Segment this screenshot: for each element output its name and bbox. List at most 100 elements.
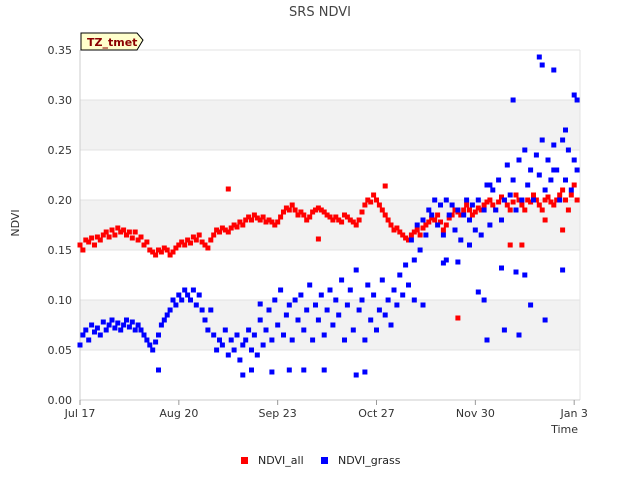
data-point (382, 312, 388, 318)
data-point (533, 152, 539, 158)
legend-marker-ndvi-grass (321, 457, 328, 464)
data-point (528, 302, 534, 308)
data-point (173, 245, 179, 251)
data-point (359, 209, 365, 215)
data-point (504, 202, 510, 208)
data-point (237, 219, 243, 225)
x-tick-label: Jul 17 (64, 407, 96, 420)
data-point (295, 212, 301, 218)
data-point (170, 249, 176, 255)
y-axis: 0.00 0.05 0.10 0.15 0.20 0.25 0.30 0.35 (48, 44, 73, 407)
data-point (321, 209, 327, 215)
data-point (525, 182, 531, 188)
data-point (92, 329, 97, 335)
data-point (435, 222, 441, 228)
data-point (196, 292, 202, 298)
data-point (519, 242, 525, 248)
y-tick-label: 0.35 (48, 44, 73, 57)
data-point (150, 249, 156, 255)
data-point (286, 207, 292, 213)
data-point (539, 207, 545, 213)
data-point (251, 212, 257, 218)
data-point (129, 319, 135, 325)
data-point (443, 222, 449, 228)
data-point (391, 227, 397, 233)
data-point (499, 217, 504, 223)
data-point (400, 232, 406, 238)
data-point (339, 219, 345, 225)
data-point (249, 367, 254, 373)
data-point (86, 337, 92, 343)
data-point (94, 325, 100, 331)
data-point (365, 282, 371, 288)
data-point (359, 297, 365, 303)
data-point (301, 327, 307, 333)
data-point (455, 315, 461, 321)
data-point (571, 157, 577, 163)
data-point (304, 217, 310, 223)
data-point (350, 327, 356, 333)
data-point (525, 197, 531, 203)
data-point (214, 227, 220, 233)
data-point (121, 227, 127, 233)
data-point (208, 237, 214, 243)
data-point (83, 327, 89, 333)
data-point (307, 214, 313, 220)
data-point (356, 307, 362, 313)
data-point (501, 327, 507, 333)
data-point (344, 214, 350, 220)
data-point (219, 225, 225, 231)
data-point (545, 157, 551, 163)
data-point (164, 247, 170, 253)
data-point (429, 212, 435, 218)
data-point (324, 307, 330, 313)
legend: NDVI_all NDVI_grass (241, 454, 401, 467)
data-point (353, 267, 359, 273)
data-point (234, 224, 240, 230)
data-point (254, 352, 260, 358)
data-point (158, 249, 164, 255)
data-point (469, 212, 475, 218)
data-point (400, 292, 406, 298)
data-point (231, 347, 237, 353)
data-point (199, 307, 205, 313)
data-point (493, 207, 499, 213)
data-point (394, 225, 400, 231)
data-point (205, 245, 211, 251)
data-point (240, 372, 246, 378)
data-point (121, 322, 127, 328)
data-point (545, 194, 551, 200)
data-point (190, 234, 196, 240)
y-tick-label: 0.05 (48, 344, 73, 357)
data-point (318, 292, 324, 298)
data-point (188, 240, 193, 246)
data-point (315, 205, 321, 211)
data-point (144, 239, 150, 245)
data-point (487, 222, 493, 228)
data-point (560, 187, 566, 193)
data-point (467, 217, 472, 223)
data-point (571, 92, 577, 98)
data-point (89, 235, 95, 241)
data-point (260, 342, 266, 348)
data-point (86, 239, 92, 245)
data-point (449, 202, 455, 208)
data-point (388, 322, 394, 328)
data-point (557, 192, 563, 198)
y-tick-label: 0.20 (48, 194, 73, 207)
data-point (565, 207, 571, 213)
data-point (129, 235, 135, 241)
data-point (565, 147, 571, 153)
data-point (551, 67, 557, 73)
data-point (574, 97, 580, 103)
data-point (156, 332, 161, 338)
data-point (522, 147, 528, 153)
data-point (295, 317, 301, 323)
data-point (324, 212, 330, 218)
data-point (266, 217, 272, 223)
data-point (313, 302, 318, 308)
data-point (315, 317, 321, 323)
legend-marker-ndvi-all (241, 457, 248, 464)
data-point (475, 197, 481, 203)
